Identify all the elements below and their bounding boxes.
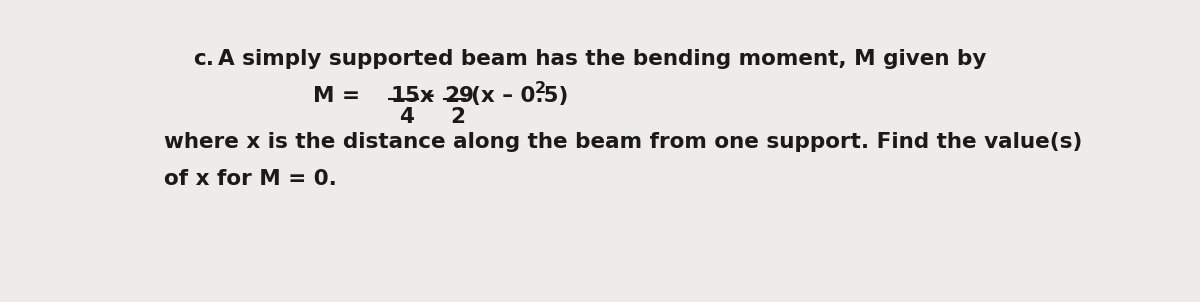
Text: of x for M = 0.: of x for M = 0.	[164, 169, 337, 189]
Text: (x – 0.5): (x – 0.5)	[470, 85, 569, 105]
Text: A simply supported beam has the bending moment, M given by: A simply supported beam has the bending …	[218, 49, 986, 69]
Text: where x is the distance along the beam from one support. Find the value(s): where x is the distance along the beam f…	[164, 132, 1082, 152]
Text: 2: 2	[534, 81, 546, 96]
Text: 15x: 15x	[390, 85, 434, 105]
Text: M =: M =	[313, 85, 367, 105]
Text: 4: 4	[400, 107, 414, 127]
Text: 29: 29	[444, 85, 474, 105]
Text: –: –	[425, 85, 436, 105]
Text: c.: c.	[193, 49, 214, 69]
Text: 2: 2	[451, 107, 466, 127]
